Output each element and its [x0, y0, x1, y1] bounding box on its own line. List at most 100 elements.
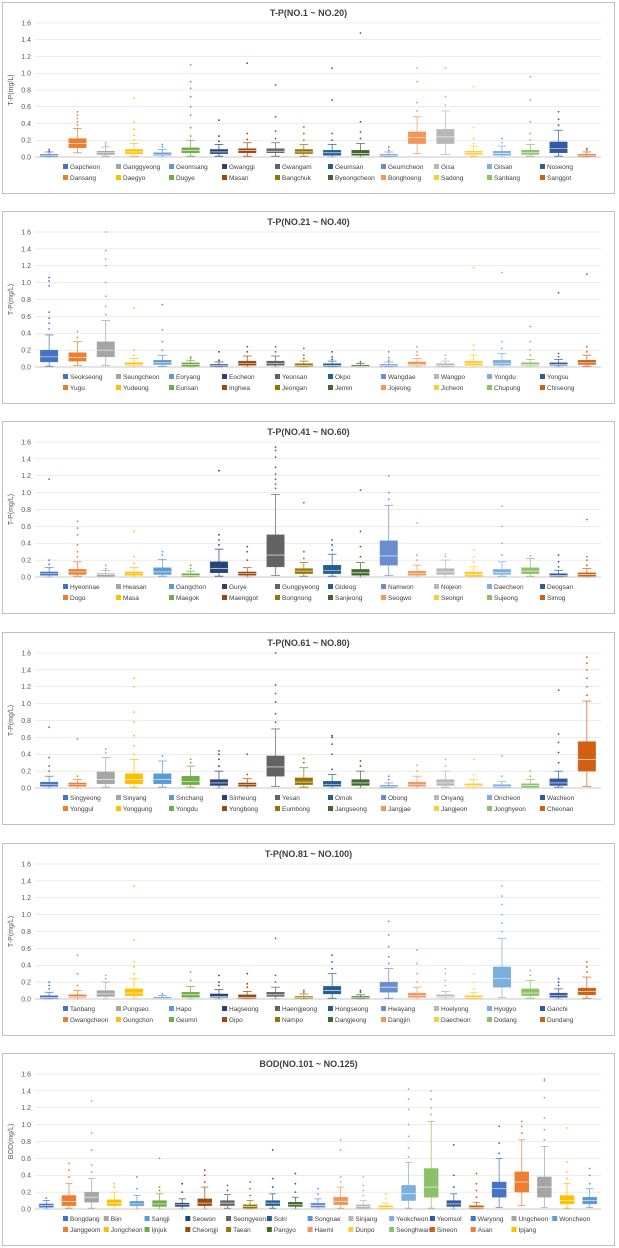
outlier-point — [104, 974, 107, 977]
outlier-point — [416, 559, 418, 562]
outlier-point — [158, 1189, 161, 1192]
chart-panel: T-P(NO.41 ~ NO.60) 0.0 0.2 0.4 0.6 0.8 1.0 1.2 1… — [2, 421, 615, 614]
outlier-point — [133, 685, 135, 688]
legend-label: Jangseong — [335, 806, 367, 813]
box-iqr — [333, 1196, 348, 1205]
outlier-point — [133, 349, 135, 352]
legend-swatch — [169, 806, 174, 811]
legend-label: Omok — [335, 795, 353, 802]
box-geumri — [181, 971, 200, 1000]
box-iqr — [96, 573, 115, 577]
box-pangyo — [288, 1172, 303, 1210]
outlier-point — [104, 141, 107, 144]
outlier-point — [543, 1079, 546, 1082]
legend-item: Nampo — [275, 1017, 303, 1024]
legend-swatch — [434, 164, 439, 169]
box-iqr — [266, 360, 285, 366]
box-seongri — [464, 549, 483, 578]
outlier-point — [543, 1078, 546, 1080]
y-tick-label: 0.4 — [21, 1173, 31, 1180]
outlier-point — [475, 1182, 478, 1185]
outlier-point — [133, 562, 135, 565]
box-iqr — [68, 138, 87, 148]
legend-label: Eoryang — [176, 374, 201, 381]
outlier-point — [189, 979, 192, 982]
outlier-point — [557, 554, 560, 556]
outlier-point — [529, 132, 532, 135]
box-iqr — [492, 360, 511, 366]
legend-swatch — [540, 806, 545, 811]
outlier-point — [76, 527, 79, 529]
legend-label: Jangjae — [388, 806, 411, 813]
legend-swatch — [540, 175, 545, 180]
box-sujeong — [521, 555, 540, 577]
legend-label: Gungchon — [123, 1017, 153, 1024]
legend-item: Haengjeong — [275, 1006, 317, 1013]
outlier-point — [407, 1098, 410, 1101]
legend-swatch — [63, 1216, 68, 1221]
legend-swatch — [328, 595, 333, 600]
legend-swatch — [328, 1017, 333, 1022]
outlier-point — [218, 469, 220, 472]
legend-swatch — [381, 584, 386, 589]
legend-item: Seokseong — [63, 374, 103, 381]
box-iqr — [408, 781, 427, 787]
outlier-point — [189, 355, 192, 358]
legend-label: Chiseong — [547, 385, 575, 392]
outlier-point — [133, 555, 135, 558]
legend-item: Simog — [540, 595, 566, 602]
legend-swatch — [381, 806, 386, 811]
legend-swatch — [222, 806, 227, 811]
box-iqr — [436, 363, 455, 367]
legend-swatch — [63, 1006, 68, 1011]
legend-swatch — [63, 164, 68, 169]
outlier-point — [543, 1096, 546, 1099]
outlier-point — [520, 1132, 523, 1134]
box-eoryang — [153, 303, 172, 367]
legend-swatch — [169, 1006, 174, 1011]
legend-item: Hyeonnae — [63, 584, 100, 591]
outlier-point — [246, 753, 249, 756]
legend-swatch — [144, 1216, 150, 1221]
outlier-point — [585, 350, 588, 353]
legend-swatch — [63, 1017, 68, 1022]
legend-label: Byeongcheon — [335, 175, 375, 182]
outlier-point — [444, 765, 447, 767]
legend-item: Gwanggi — [222, 164, 255, 171]
outlier-point — [529, 340, 532, 343]
outlier-point — [416, 972, 418, 975]
legend-label: Ungcheon — [518, 1216, 548, 1223]
outlier-point — [331, 743, 334, 746]
outlier-point — [359, 32, 362, 34]
legend-label: Gilsan — [494, 164, 513, 171]
box-iqr — [408, 992, 427, 998]
y-tick-label: 1.6 — [21, 439, 31, 446]
legend-label: Yesan — [282, 795, 300, 802]
legend-swatch — [266, 1216, 272, 1221]
legend-label: Haemi — [315, 1227, 334, 1234]
outlier-point — [274, 692, 277, 695]
outlier-point — [472, 987, 475, 990]
outlier-point — [472, 758, 475, 761]
outlier-point — [203, 1174, 206, 1177]
legend-swatch — [222, 1017, 227, 1022]
outlier-point — [249, 1187, 251, 1190]
box-gideog — [323, 538, 342, 577]
outlier-point — [48, 317, 51, 319]
outlier-point — [274, 466, 277, 469]
legend-item: Geumri — [169, 1017, 197, 1024]
outlier-point — [387, 356, 390, 359]
box-asan — [514, 1120, 529, 1206]
outlier-point — [387, 359, 390, 362]
outlier-point — [472, 555, 475, 558]
box-iqr — [464, 571, 483, 577]
outlier-point — [331, 753, 334, 756]
box-gwanggi — [209, 119, 228, 157]
box-iqr — [181, 775, 200, 785]
legend-label: Gideog — [335, 584, 356, 591]
outlier-point — [331, 954, 334, 957]
y-tick-label: 0.6 — [21, 1156, 31, 1163]
legend-item: Hongseong — [328, 1006, 369, 1013]
outlier-point — [331, 99, 334, 101]
legend-swatch — [487, 595, 492, 600]
